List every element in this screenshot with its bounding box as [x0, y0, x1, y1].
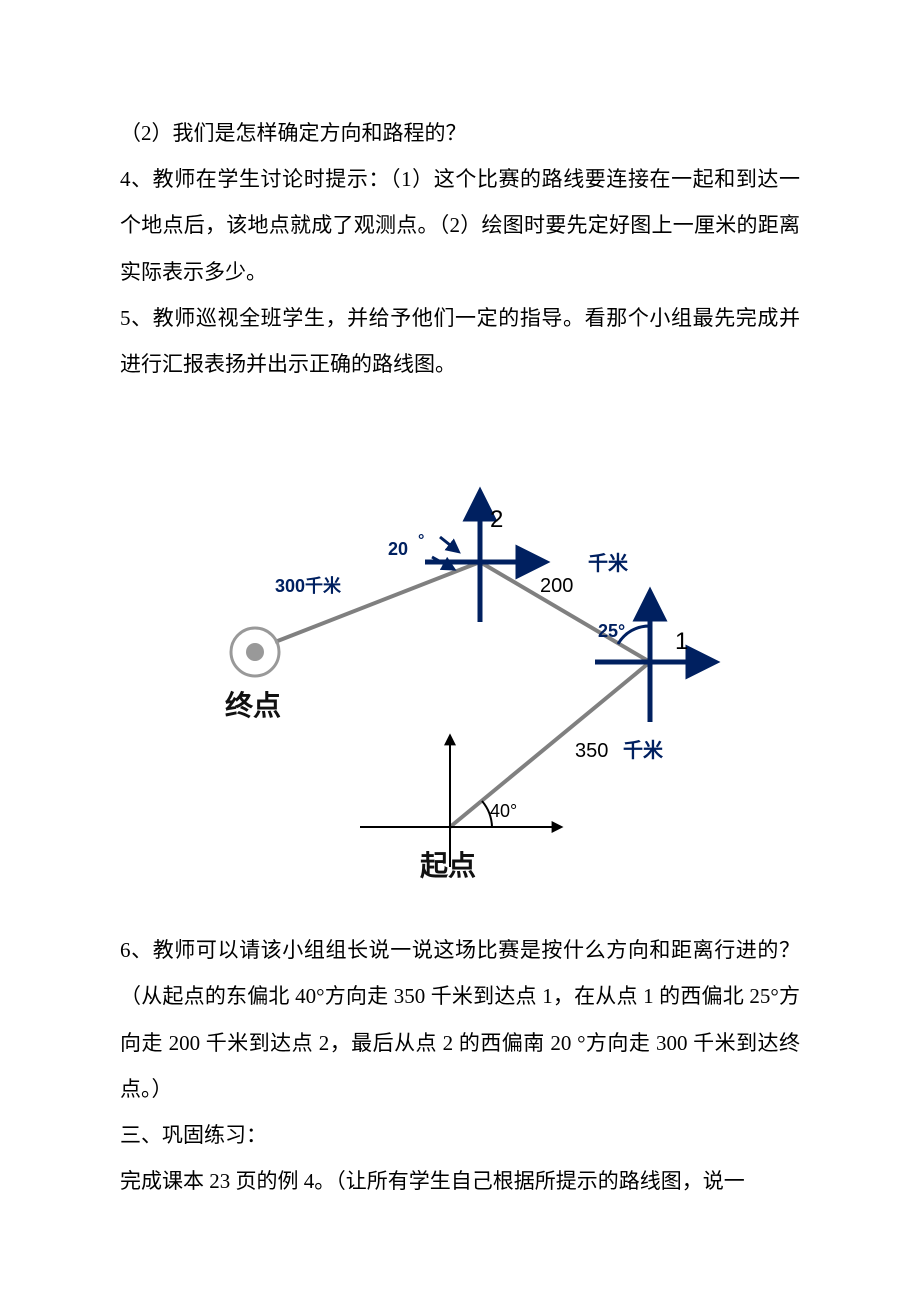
label-dist-350-unit: 千米 [623, 739, 664, 762]
label-start: 起点 [420, 850, 476, 881]
point1-axes [595, 597, 710, 722]
route-diagram-svg: 起点 终点 1 2 40° 350 千米 25° 200 千米 20 ° 300… [120, 397, 800, 897]
paragraph-step4: 4、教师在学生讨论时提示：（1）这个比赛的路线要连接在一起和到达一个地点后，该地… [120, 156, 800, 295]
route-diagram: 起点 终点 1 2 40° 350 千米 25° 200 千米 20 ° 300… [120, 397, 800, 897]
label-angle-40: 40° [490, 801, 517, 821]
label-angle-20-num: 20 [388, 539, 408, 559]
angle-tick-p2a [440, 537, 455, 549]
label-angle-20-deg: ° [418, 532, 424, 549]
endpoint-marker [231, 628, 279, 676]
point2-axes [425, 497, 540, 622]
label-dist-200: 200 [540, 575, 573, 597]
paragraph-step5: 5、教师巡视全班学生，并给予他们一定的指导。看那个小组最先完成并进行汇报表扬并出… [120, 295, 800, 387]
paragraph-exercise: 完成课本 23 页的例 4。（让所有学生自己根据所提示的路线图，说一 [120, 1158, 800, 1204]
paragraph-step6: 6、教师可以请该小组组长说一说这场比赛是按什么方向和距离行进的？（从起点的东偏北… [120, 927, 800, 1112]
start-axes [360, 737, 560, 867]
label-point2: 2 [490, 506, 503, 533]
label-dist-300: 300千米 [275, 575, 342, 596]
paragraph-q2: （2）我们是怎样确定方向和路程的？ [120, 110, 800, 156]
label-end: 终点 [225, 690, 281, 721]
document-page: （2）我们是怎样确定方向和路程的？ 4、教师在学生讨论时提示：（1）这个比赛的路… [0, 0, 920, 1302]
label-dist-350: 350 [575, 740, 608, 762]
label-point1: 1 [675, 628, 688, 655]
label-dist-200-unit: 千米 [588, 552, 629, 575]
paragraph-section3: 三、巩固练习： [120, 1112, 800, 1158]
label-angle-25: 25° [598, 621, 625, 641]
segment-start-to-1 [450, 662, 650, 827]
segment-2-to-end [275, 562, 480, 642]
